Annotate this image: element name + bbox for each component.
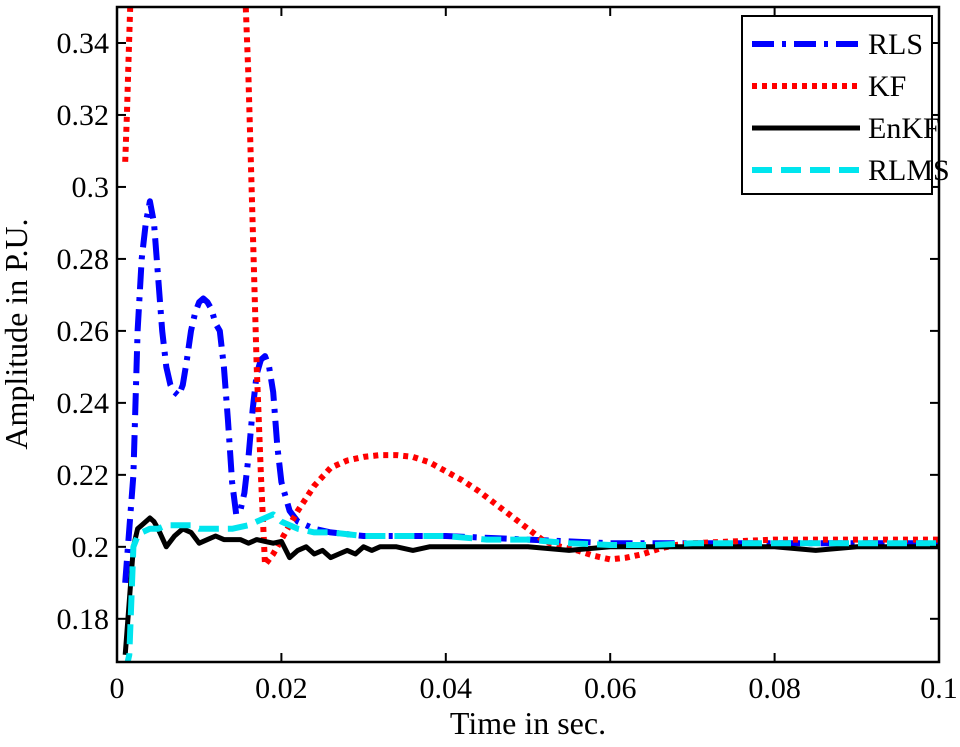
tick-layer: 0 0.02 0.04 0.06 0.08 0.1 0.18 0.2 0.22 0.24 0.26 0… [57, 7, 958, 705]
plot-frame [115, 5, 941, 664]
x-tick-label: 0.08 [748, 672, 801, 705]
y-tick-label: 0.3 [72, 171, 110, 204]
x-axis-title: Time in sec. [450, 705, 606, 741]
y-tick-label: 0.2 [72, 531, 110, 564]
y-tick-label: 0.32 [57, 99, 110, 132]
series-layer [122, 7, 939, 662]
legend-label-rlms: RLMS [868, 154, 950, 187]
series-line-enkf [122, 515, 939, 655]
y-tick-label: 0.18 [57, 603, 110, 636]
y-tick-label: 0.34 [57, 27, 110, 60]
legend-label-rls: RLS [868, 28, 923, 61]
x-tick-label: 0.02 [255, 672, 308, 705]
series-line-rls [122, 198, 939, 584]
x-tick-label: 0 [110, 672, 125, 705]
legend: RLS KF EnKF RLMS [741, 15, 950, 195]
x-tick-label: 0.1 [920, 672, 958, 705]
y-tick-label: 0.24 [57, 387, 110, 420]
legend-label-kf: KF [868, 70, 906, 103]
y-axis-title: Amplitude in P.U. [0, 218, 34, 449]
series-line-rlms [124, 511, 939, 662]
y-tick-label: 0.28 [57, 243, 110, 276]
y-tick-label: 0.26 [57, 315, 110, 348]
x-tick-label: 0.04 [420, 672, 473, 705]
x-tick-label: 0.06 [584, 672, 637, 705]
legend-label-enkf: EnKF [868, 112, 940, 145]
y-tick-label: 0.22 [57, 459, 110, 492]
